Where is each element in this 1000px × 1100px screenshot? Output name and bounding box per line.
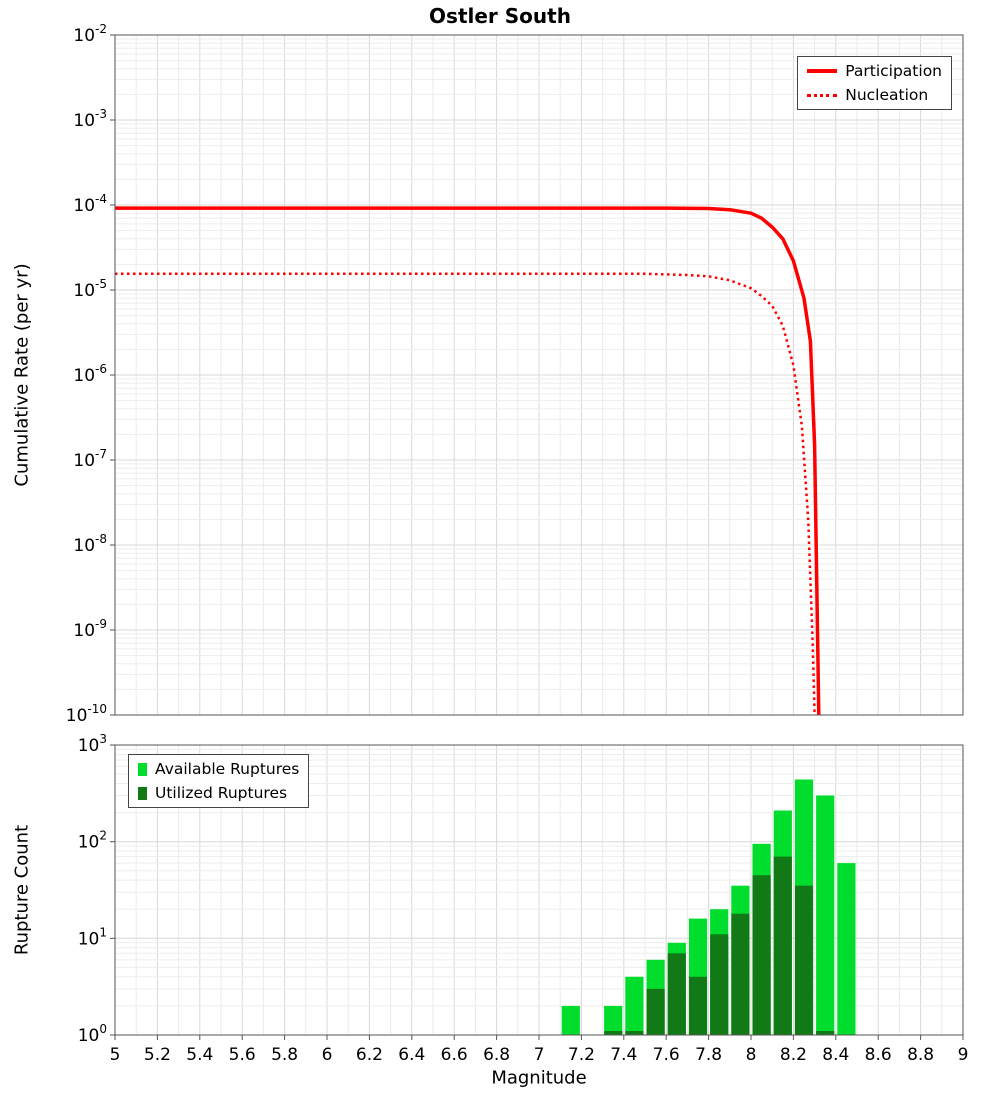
available-ruptures-label: Available Ruptures bbox=[155, 760, 300, 778]
svg-text:10-6: 10-6 bbox=[73, 362, 107, 386]
svg-text:7.4: 7.4 bbox=[610, 1045, 637, 1065]
rupture-count-chart: 100 101 102 103 5 5.2 5.4 5.6 5.8 6 6.2 6.4 6.6 6.8 7 7… bbox=[78, 732, 969, 1065]
svg-text:7: 7 bbox=[534, 1045, 545, 1065]
svg-text:6.4: 6.4 bbox=[398, 1045, 425, 1065]
svg-text:7.2: 7.2 bbox=[568, 1045, 595, 1065]
utilized-ruptures-marker bbox=[138, 786, 147, 800]
svg-text:5.6: 5.6 bbox=[229, 1045, 256, 1065]
svg-text:102: 102 bbox=[78, 829, 107, 853]
utilized-ruptures-label: Utilized Ruptures bbox=[155, 784, 288, 802]
svg-text:6: 6 bbox=[322, 1045, 333, 1065]
svg-text:8.6: 8.6 bbox=[865, 1045, 892, 1065]
svg-text:8.2: 8.2 bbox=[780, 1045, 807, 1065]
nucleation-line-marker bbox=[807, 93, 838, 97]
page-title: Ostler South bbox=[429, 4, 571, 28]
available-ruptures-marker bbox=[138, 762, 147, 776]
x-axis-label-magnitude: Magnitude bbox=[491, 1067, 587, 1089]
svg-text:10-8: 10-8 bbox=[73, 532, 107, 556]
svg-text:10-7: 10-7 bbox=[73, 447, 107, 471]
svg-text:6.6: 6.6 bbox=[441, 1045, 468, 1065]
svg-text:100: 100 bbox=[78, 1022, 107, 1046]
svg-text:10-2: 10-2 bbox=[73, 22, 107, 46]
svg-text:8: 8 bbox=[746, 1045, 757, 1065]
svg-text:10-3: 10-3 bbox=[73, 107, 107, 131]
svg-text:5.8: 5.8 bbox=[271, 1045, 298, 1065]
svg-text:103: 103 bbox=[78, 732, 107, 756]
legend-item-available: Available Ruptures bbox=[138, 760, 299, 778]
svg-text:10-9: 10-9 bbox=[73, 617, 107, 641]
rupture-legend: Available Ruptures Utilized Ruptures bbox=[128, 754, 310, 808]
svg-text:5.2: 5.2 bbox=[144, 1045, 171, 1065]
svg-text:5.4: 5.4 bbox=[186, 1045, 213, 1065]
participation-label: Participation bbox=[845, 62, 942, 80]
svg-text:6.2: 6.2 bbox=[356, 1045, 383, 1065]
cumulative-rate-chart: 10-2 10-3 10-4 10-5 10-6 10-7 10-8 10-9 10-10 bbox=[66, 22, 964, 726]
svg-text:8.4: 8.4 bbox=[822, 1045, 849, 1065]
svg-text:10-10: 10-10 bbox=[66, 702, 107, 726]
svg-text:101: 101 bbox=[78, 925, 107, 949]
svg-text:10-5: 10-5 bbox=[73, 277, 107, 301]
legend-item-nucleation: Nucleation bbox=[807, 86, 942, 104]
svg-text:10-4: 10-4 bbox=[73, 192, 107, 216]
rate-legend: Participation Nucleation bbox=[797, 56, 952, 110]
svg-text:7.6: 7.6 bbox=[653, 1045, 680, 1065]
y-axis-label-rupture-count: Rupture Count bbox=[11, 824, 33, 956]
legend-item-participation: Participation bbox=[807, 62, 942, 80]
y-axis-label-cumulative-rate: Cumulative Rate (per yr) bbox=[11, 263, 33, 487]
nucleation-label: Nucleation bbox=[845, 86, 929, 104]
svg-text:6.8: 6.8 bbox=[483, 1045, 510, 1065]
svg-text:8.8: 8.8 bbox=[907, 1045, 934, 1065]
legend-item-utilized: Utilized Ruptures bbox=[138, 784, 299, 802]
svg-text:9: 9 bbox=[958, 1045, 969, 1065]
participation-line-marker bbox=[807, 69, 838, 73]
svg-text:5: 5 bbox=[110, 1045, 121, 1065]
svg-text:7.8: 7.8 bbox=[695, 1045, 722, 1065]
